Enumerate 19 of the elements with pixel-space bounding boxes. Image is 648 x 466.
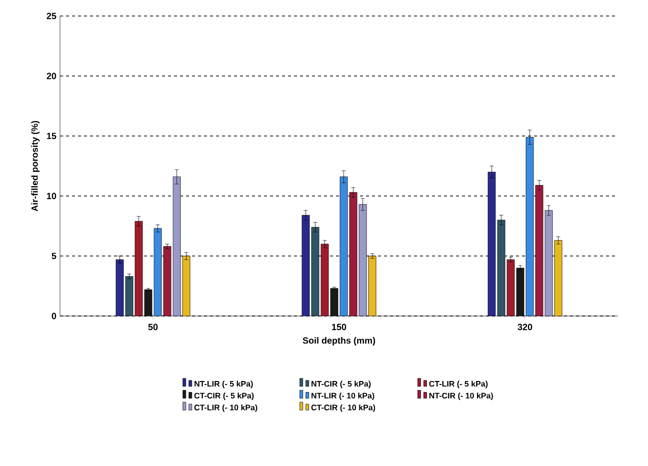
legend-label: NT-CIR (- 5 kPa)	[312, 380, 371, 388]
y-tick-label: 25	[46, 12, 56, 20]
x-tick-label: 50	[148, 324, 158, 330]
y-tick-label: 5	[52, 252, 56, 260]
legend-label: CT-CIR (- 10 kPa)	[311, 404, 376, 412]
legend-label: CT-CIR (- 5 kPa)	[194, 392, 254, 400]
legend-label: CT-LIR (- 5 kPa)	[429, 380, 488, 388]
legend-label: NT-CIR (- 10 kPa)	[429, 392, 493, 400]
x-axis-title: Soil depths (mm)	[302, 337, 376, 346]
y-tick-label: 15	[47, 132, 56, 140]
x-tick-label: 320	[518, 324, 532, 330]
x-tick-label: 150	[332, 324, 346, 330]
legend-label: NT-LIR (- 5 kPa)	[194, 380, 253, 388]
y-tick-label: 10	[47, 192, 56, 200]
legend-label: NT-LIR (- 10 kPa)	[312, 392, 374, 400]
y-axis-title: Air-filled porosity (%)	[31, 120, 40, 212]
legend-label: CT-LIR (- 10 kPa)	[194, 404, 258, 412]
y-tick-label: 0	[52, 312, 56, 320]
y-tick-label: 20	[46, 72, 56, 80]
